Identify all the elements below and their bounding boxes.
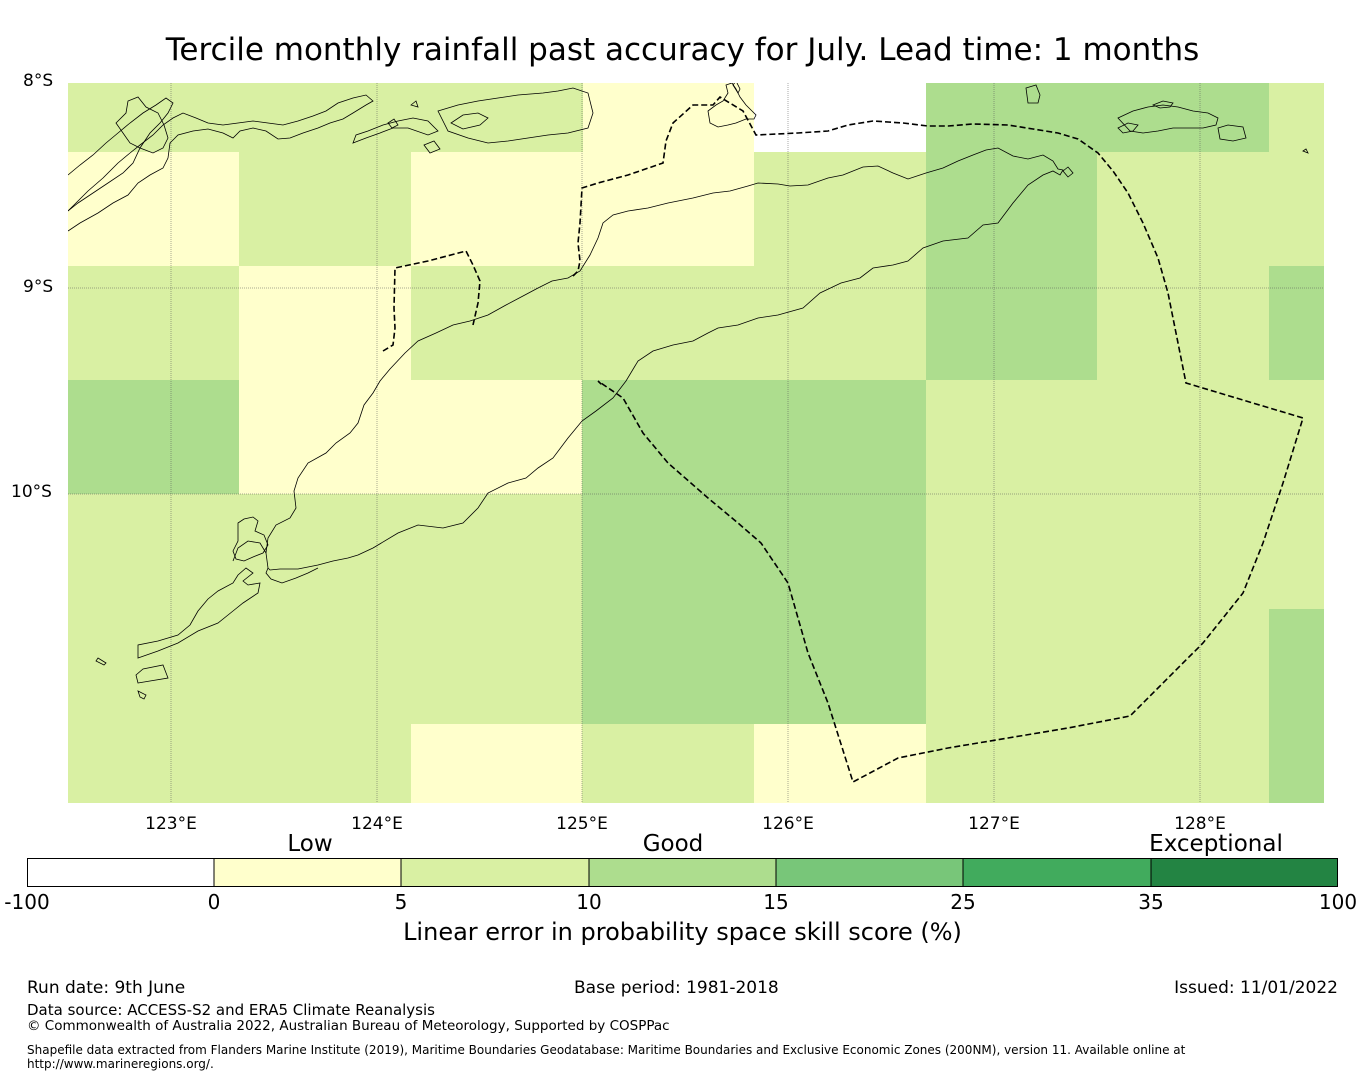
grid-cell <box>582 494 926 609</box>
grid-cell <box>1097 152 1324 266</box>
category-exceptional: Exceptional <box>1149 831 1283 857</box>
grid-cell <box>926 494 1324 609</box>
grid-cell <box>583 83 754 152</box>
grid-cell <box>754 152 926 266</box>
grid-cell <box>239 152 411 266</box>
maritime-boundary <box>382 95 1305 784</box>
grid-cell <box>68 724 411 803</box>
colorbar-segment <box>27 858 214 887</box>
colorbar <box>27 858 1338 887</box>
colorbar-segment <box>776 858 963 887</box>
grid-cell <box>926 724 1269 803</box>
colorbar-segment <box>214 858 401 887</box>
lon-label-123e: 123°E <box>145 814 197 834</box>
grid-cell <box>68 266 239 380</box>
grid-cell <box>1269 609 1324 724</box>
shapefile-credit: Shapefile data extracted from Flanders M… <box>27 1043 1186 1057</box>
grid-cell <box>68 609 582 724</box>
grid-cell <box>754 83 926 152</box>
grid-cell <box>68 494 582 609</box>
skill-score-map <box>68 83 1324 803</box>
grid-cell <box>411 724 582 803</box>
category-low: Low <box>287 831 333 857</box>
page-title: Tercile monthly rainfall past accuracy f… <box>165 32 1200 68</box>
grid-cell <box>926 380 1324 494</box>
grid-cell <box>239 380 582 494</box>
grid-cell <box>1269 724 1324 803</box>
skill-grid <box>68 83 1324 803</box>
colorbar-tick: 0 <box>207 890 221 914</box>
colorbar-tick: 100 <box>1318 890 1358 914</box>
colorbar-tick: 10 <box>576 890 602 914</box>
lat-label-8s: 8°S <box>23 71 54 91</box>
colorbar-segment <box>1151 858 1338 887</box>
graticule <box>68 83 1324 803</box>
lat-label-9s: 9°S <box>23 277 54 297</box>
grid-cell <box>754 724 926 803</box>
lon-label-125e: 125°E <box>556 814 608 834</box>
grid-cell <box>68 380 239 494</box>
lon-label-124e: 124°E <box>351 814 403 834</box>
base-period: Base period: 1981-2018 <box>574 978 779 998</box>
grid-cell <box>582 609 926 724</box>
grid-cell <box>926 266 1097 380</box>
colorbar-tick: 5 <box>394 890 408 914</box>
grid-cell <box>926 609 1269 724</box>
lon-label-127e: 127°E <box>968 814 1020 834</box>
colorbar-tick: -100 <box>4 890 50 914</box>
grid-cell <box>926 83 1269 152</box>
grid-cell <box>1097 266 1269 380</box>
grid-cell <box>68 83 583 152</box>
grid-cell <box>411 266 926 380</box>
grid-cell <box>926 152 1097 266</box>
grid-cell <box>582 724 754 803</box>
category-good: Good <box>642 831 704 857</box>
grid-cell <box>582 380 926 494</box>
grid-cell <box>1269 266 1324 380</box>
lon-label-126e: 126°E <box>762 814 814 834</box>
colorbar-segment <box>401 858 589 887</box>
run-date: Run date: 9th June <box>27 978 186 998</box>
coastlines <box>68 83 1309 700</box>
lat-label-10s: 10°S <box>11 482 52 502</box>
shapefile-link[interactable]: http://www.marineregions.org/. <box>27 1057 214 1071</box>
issued-date: Issued: 11/01/2022 <box>1174 978 1338 998</box>
grid-cell <box>1269 83 1324 152</box>
colorbar-tick: 25 <box>950 890 976 914</box>
colorbar-tick: 35 <box>1138 890 1164 914</box>
grid-cell <box>239 266 411 380</box>
colorbar-segment <box>963 858 1151 887</box>
colorbar-segment <box>589 858 776 887</box>
colorbar-tick: 15 <box>763 890 789 914</box>
colorbar-label: Linear error in probability space skill … <box>403 918 962 946</box>
copyright: © Commonwealth of Australia 2022, Austra… <box>27 1018 670 1034</box>
grid-cell <box>411 152 754 266</box>
lon-label-128e: 128°E <box>1174 814 1226 834</box>
data-source: Data source: ACCESS-S2 and ERA5 Climate … <box>27 1001 435 1019</box>
grid-cell <box>68 152 239 266</box>
